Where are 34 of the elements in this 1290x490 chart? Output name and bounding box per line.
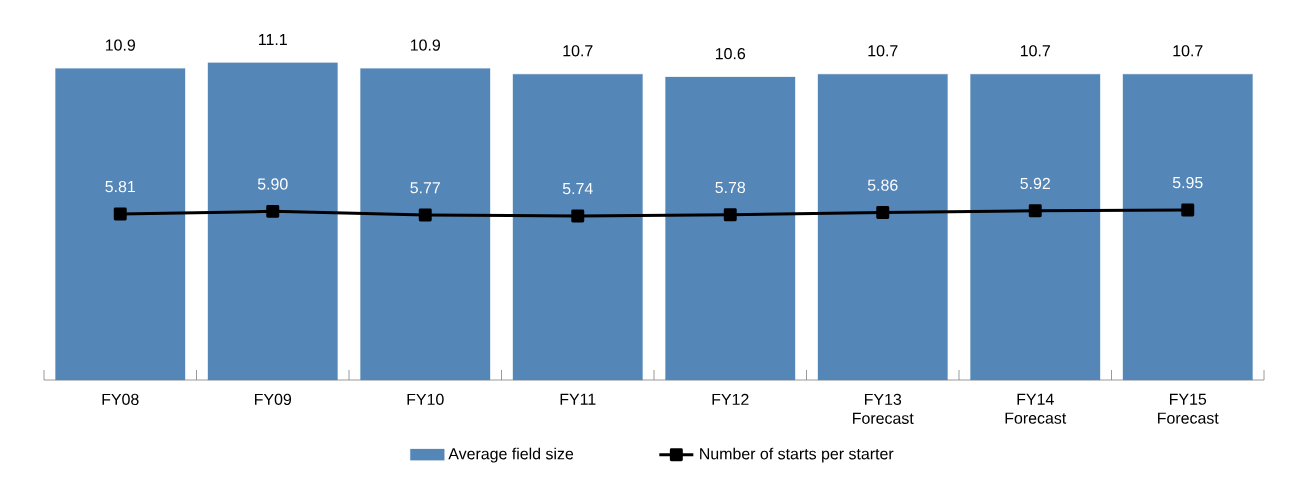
data-label: 5.86 [867, 179, 898, 191]
data-label: 10.7 [868, 45, 898, 57]
legend-label: Number of starts per starter [700, 447, 894, 463]
point [1181, 203, 1195, 217]
data-label: 5.77 [410, 182, 440, 194]
point [418, 208, 432, 222]
x-tick-label: FY15 Forecast [1158, 393, 1219, 424]
data-label: 10.7 [1020, 45, 1050, 57]
x-tick-label: FY09 [255, 393, 292, 405]
point [571, 209, 585, 223]
data-label: 5.78 [715, 181, 746, 194]
data-label: 5.81 [105, 180, 135, 193]
x-tick-label: FY08 [102, 393, 139, 405]
x-tick-label: FY12 [712, 393, 749, 405]
x-tick-label: FY13 Forecast [853, 393, 914, 424]
x-tick-label: FY11 [560, 393, 596, 405]
legend-label: Average field size [448, 447, 574, 463]
data-label: 5.74 [562, 183, 593, 195]
point [1028, 204, 1042, 218]
point [266, 204, 280, 218]
x-tick-label: FY10 [407, 393, 444, 405]
data-label: 11.1 [259, 34, 287, 46]
data-label: 10.7 [563, 45, 593, 57]
point [113, 207, 127, 221]
data-label: 10.9 [410, 39, 440, 51]
x-tick-label: FY14 Forecast [1005, 393, 1067, 424]
data-label: 5.92 [1020, 177, 1050, 190]
data-label: 10.9 [105, 39, 135, 51]
point [876, 206, 890, 219]
data-label: 10.7 [1173, 45, 1203, 57]
data-label: 10.6 [715, 48, 746, 60]
data-label: 5.95 [1172, 176, 1203, 189]
data-label: 5.90 [257, 178, 288, 190]
point [723, 208, 737, 222]
